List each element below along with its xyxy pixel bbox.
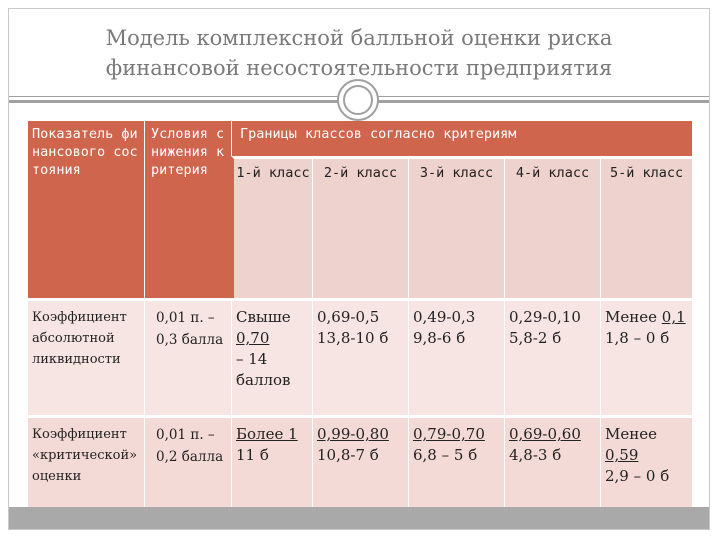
class-3-range: 0,79-0,70 xyxy=(413,425,485,443)
table-row: Коэффициент «критической» оценки 0,01 п.… xyxy=(28,415,693,514)
class-1-prefix: Свыше xyxy=(236,308,291,326)
header-class-2: 2-й класс xyxy=(312,156,408,298)
class-5-threshold: 0,59 xyxy=(605,446,639,464)
class-2-range: 0,99-0,80 xyxy=(317,425,389,443)
row-class-3: 0,79-0,70 6,8 – 5 б xyxy=(408,415,504,514)
circle-emblem-icon xyxy=(337,79,379,121)
row-class-4: 0,69-0,60 4,8-3 б xyxy=(504,415,600,514)
class-5-prefix: Менее xyxy=(605,308,657,326)
row-class-2: 0,69-0,5 13,8-10 б xyxy=(312,298,408,415)
class-5-score: 1,8 – 0 б xyxy=(605,329,670,347)
class-2-score: 13,8-10 б xyxy=(317,329,389,347)
class-1-threshold: 0,70 xyxy=(236,329,270,347)
footer-bar xyxy=(9,507,709,529)
class-1-threshold: Более 1 xyxy=(236,425,298,443)
row-class-5: Менее 0,59 2,9 – 0 б xyxy=(600,415,693,514)
table-header-row: Показатель финансового состояния Условия… xyxy=(28,121,693,298)
slide-title-line-2: финансовой несостоятельности предприятия xyxy=(105,56,613,80)
class-4-range: 0,69-0,60 xyxy=(509,425,581,443)
class-3-score: 6,8 – 5 б xyxy=(413,446,478,464)
row-class-2: 0,99-0,80 10,8-7 б xyxy=(312,415,408,514)
class-2-range: 0,69-0,5 xyxy=(317,308,380,326)
row-class-5: Менее 0,1 1,8 – 0 б xyxy=(600,298,693,415)
risk-model-table: Показатель финансового состояния Условия… xyxy=(28,121,693,514)
class-3-range: 0,49-0,3 xyxy=(413,308,476,326)
class-4-range: 0,29-0,10 xyxy=(509,308,581,326)
class-2-score: 10,8-7 б xyxy=(317,446,379,464)
circle-emblem-inner xyxy=(343,85,373,115)
header-class-3: 3-й класс xyxy=(408,156,504,298)
table-subheader-row: 1-й класс 2-й класс 3-й класс 4-й класс … xyxy=(28,156,693,298)
row-condition: 0,01 п. – 0,3 балла xyxy=(144,298,231,415)
row-indicator: Коэффициент «критической» оценки xyxy=(28,415,144,514)
header-class-bounds: Границы классов согласно критериям xyxy=(231,121,693,156)
slide-frame xyxy=(8,8,710,530)
class-5-prefix: Менее xyxy=(605,425,657,443)
row-class-1: Более 1 11 б xyxy=(231,415,312,514)
header-condition: Условия снижения критерия xyxy=(144,121,231,298)
class-1-score: – 14 баллов xyxy=(236,350,291,389)
row-indicator: Коэффициент абсолютной ликвидности xyxy=(28,298,144,415)
row-class-4: 0,29-0,10 5,8-2 б xyxy=(504,298,600,415)
class-1-score: 11 б xyxy=(236,446,269,464)
row-class-3: 0,49-0,3 9,8-6 б xyxy=(408,298,504,415)
table-row: Коэффициент абсолютной ликвидности 0,01 … xyxy=(28,298,693,415)
slide-title-line-1: Модель комплексной балльной оценки риска xyxy=(105,26,613,50)
class-4-score: 4,8-3 б xyxy=(509,446,562,464)
header-class-4: 4-й класс xyxy=(504,156,600,298)
header-class-1: 1-й класс xyxy=(231,156,312,298)
class-5-threshold: 0,1 xyxy=(661,308,686,326)
header-class-5: 5-й класс xyxy=(600,156,693,298)
class-3-score: 9,8-6 б xyxy=(413,329,466,347)
class-5-score: 2,9 – 0 б xyxy=(605,467,670,485)
slide-title: Модель комплексной балльной оценки риска… xyxy=(9,23,709,83)
row-class-1: Свыше 0,70 – 14 баллов xyxy=(231,298,312,415)
header-indicator: Показатель финансового состояния xyxy=(28,121,144,298)
row-condition: 0,01 п. – 0,2 балла xyxy=(144,415,231,514)
table-container: Показатель финансового состояния Условия… xyxy=(28,121,693,514)
class-4-score: 5,8-2 б xyxy=(509,329,562,347)
